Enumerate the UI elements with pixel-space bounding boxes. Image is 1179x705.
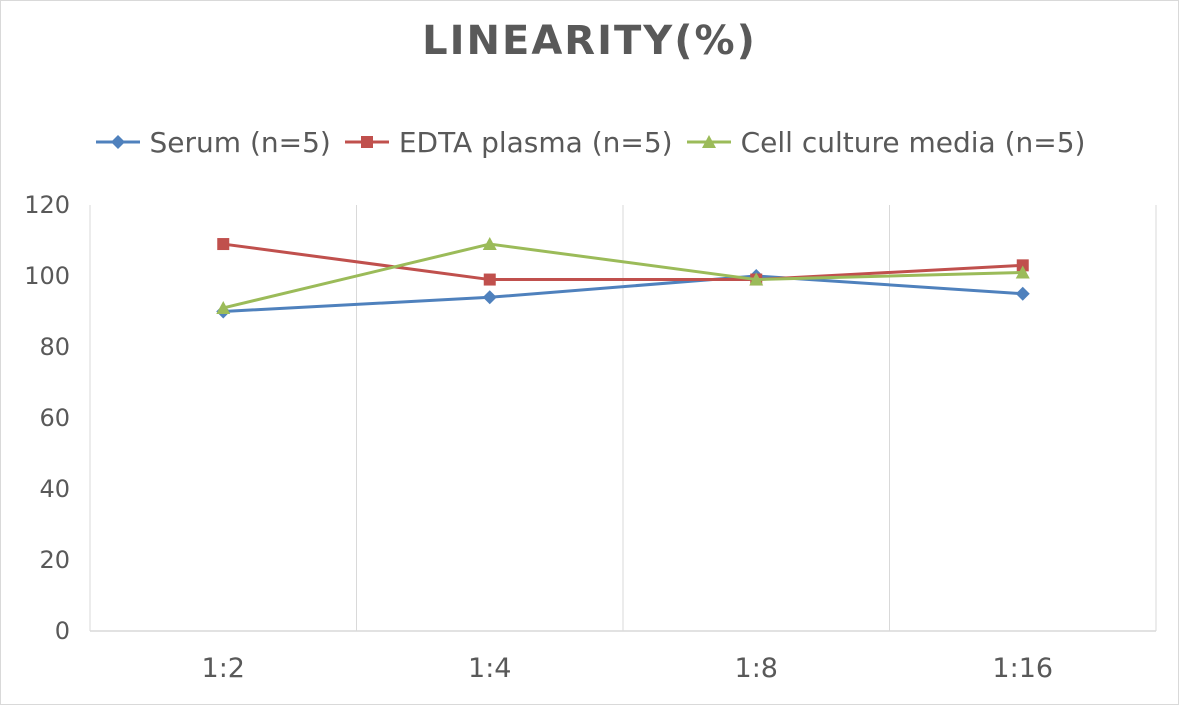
y-tick-label: 80: [39, 333, 70, 361]
y-tick-label: 120: [24, 191, 70, 219]
series-line-2: [223, 242, 1023, 282]
legend-item: Serum (n=5): [94, 126, 331, 159]
data-point: [483, 273, 496, 286]
legend-swatch-icon: [686, 135, 731, 148]
x-tick-label: 1:4: [468, 653, 511, 684]
data-point: [216, 300, 231, 314]
series-line-3: [222, 242, 1023, 310]
data-point: [1016, 259, 1029, 272]
y-tick-label: 100: [24, 262, 70, 290]
data-point: [1015, 265, 1030, 279]
legend-label: Serum (n=5): [149, 125, 331, 159]
legend-marker-icon: [110, 135, 125, 149]
data-point: [1015, 286, 1030, 301]
legend-marker-icon: [701, 135, 716, 148]
data-point: [482, 237, 497, 251]
legend-label: Cell culture media (n=5): [740, 125, 1086, 159]
legend-label: EDTA plasma (n=5): [398, 125, 673, 159]
data-point: [482, 290, 497, 305]
legend-item: EDTA plasma (n=5): [343, 126, 673, 159]
legend-swatch-icon: [344, 136, 389, 148]
chart-title: LINEARITY(%): [422, 18, 757, 64]
y-tick-label: 60: [39, 404, 70, 432]
x-tick-label: 1:2: [202, 653, 245, 684]
y-tick-label: 0: [55, 617, 70, 645]
chart-legend: Serum (n=5) EDTA plasma (n=5) Cell culture…: [0, 120, 1179, 164]
y-tick-label: 40: [39, 475, 70, 503]
series-line-1: [223, 274, 1023, 313]
x-tick-label: 1:8: [735, 653, 778, 684]
x-tick-label: 1:16: [992, 653, 1053, 684]
legend-item: Cell culture media (n=5): [685, 125, 1086, 159]
y-tick-label: 20: [39, 546, 70, 574]
legend-swatch-icon: [95, 135, 140, 149]
data-point: [749, 272, 764, 286]
data-point: [217, 238, 230, 251]
legend-marker-icon: [360, 136, 373, 148]
